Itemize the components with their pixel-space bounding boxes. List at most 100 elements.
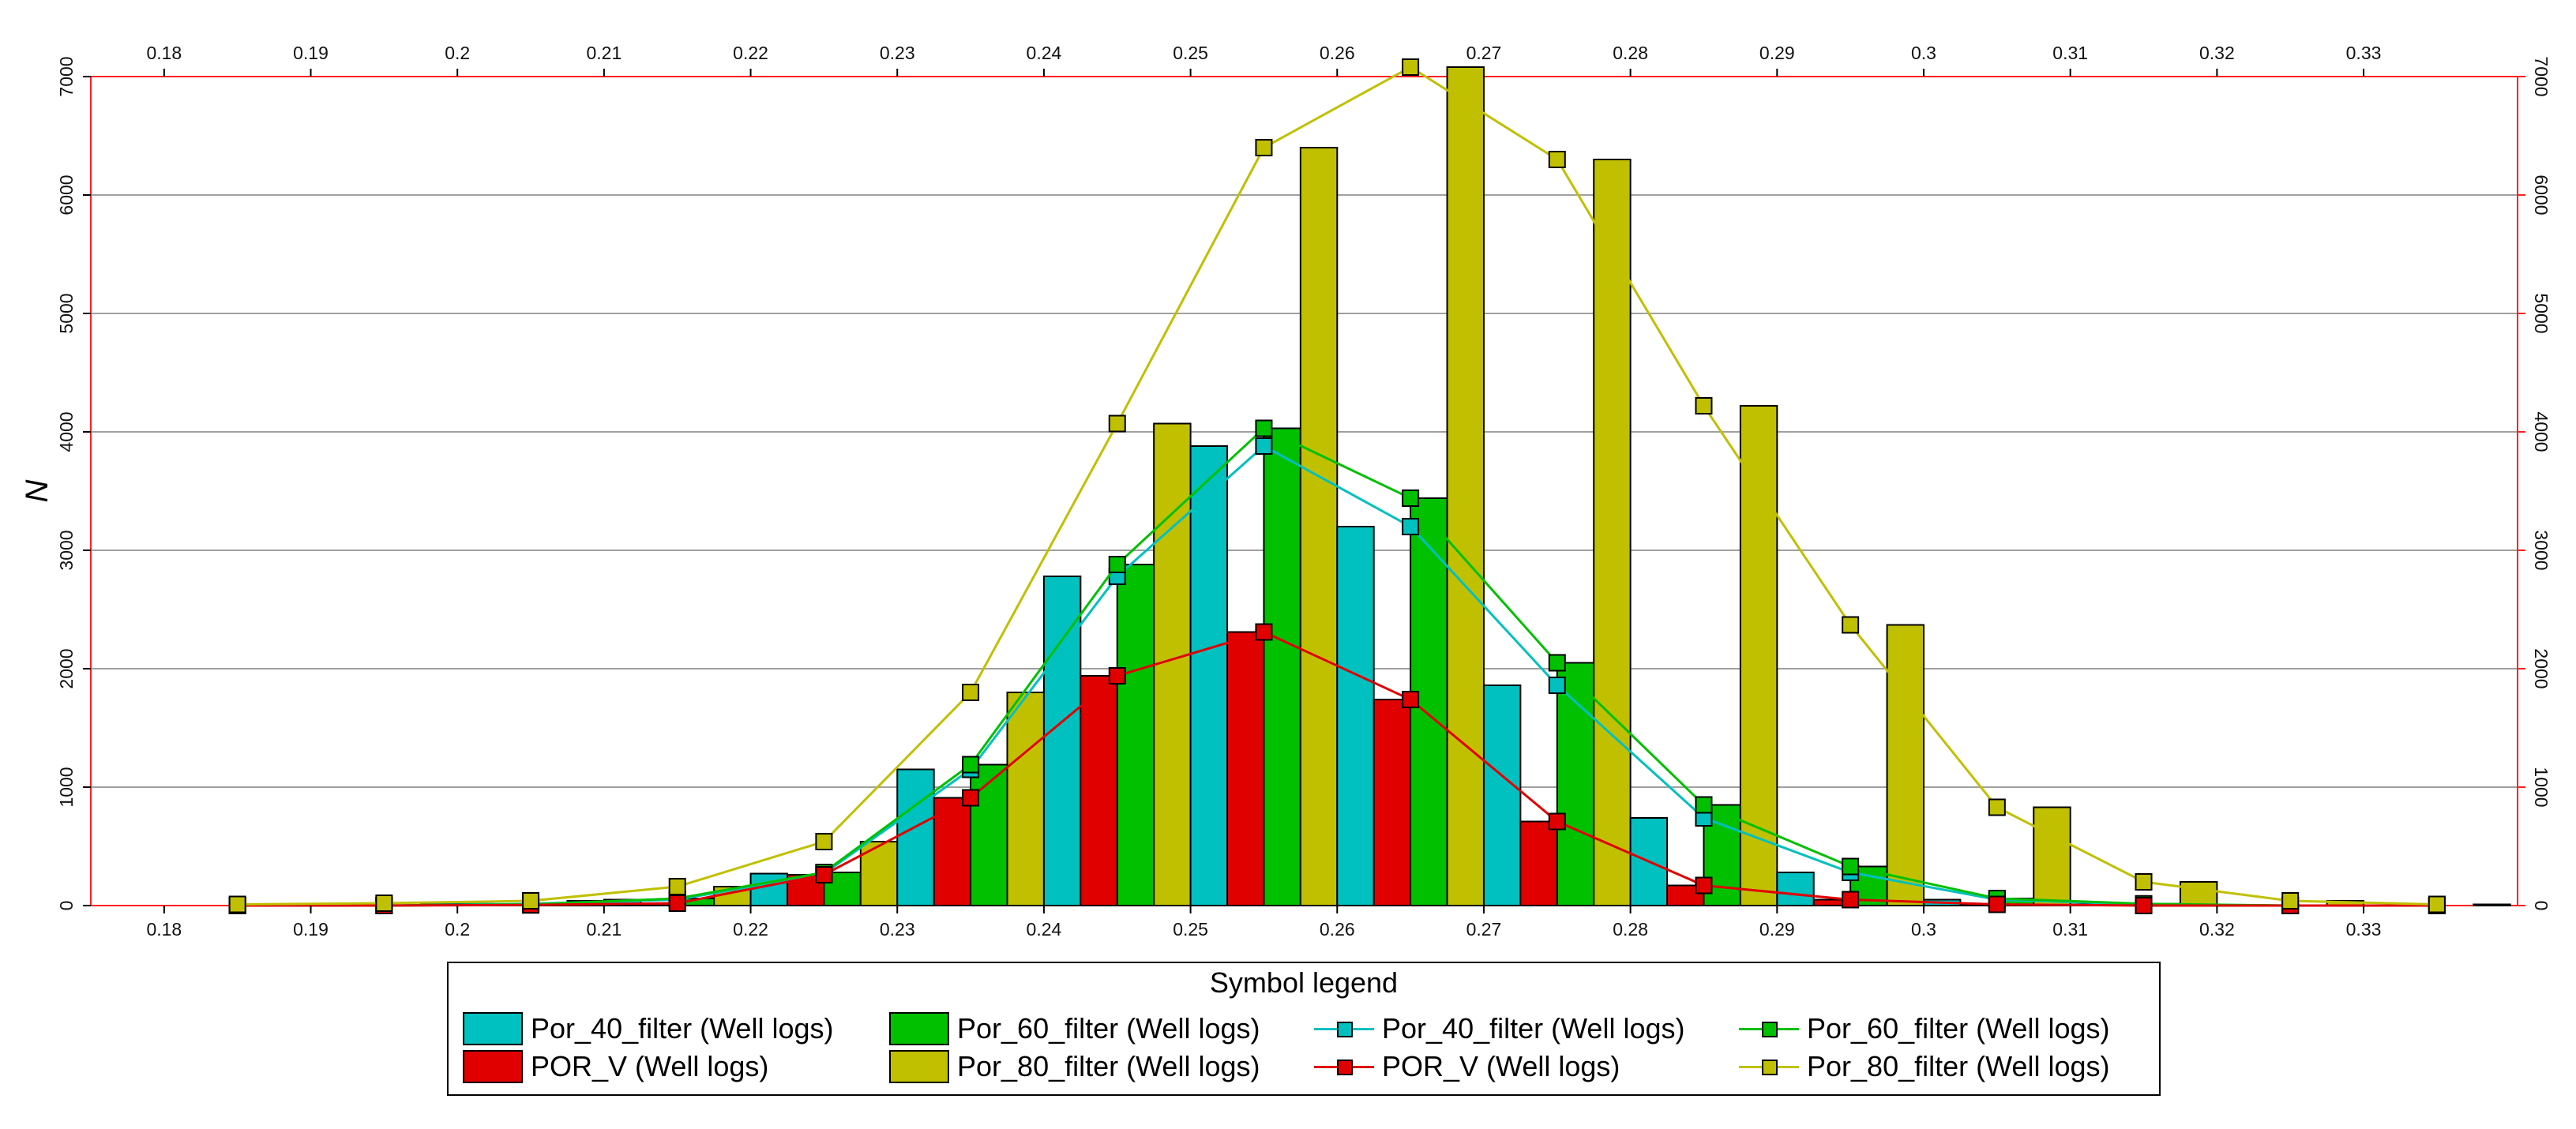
y-tick-label: 3000 [56,530,77,570]
y-tick-label-right: 3000 [2531,530,2552,570]
bar [1189,445,1229,906]
x-tick-label: 0.18 [146,919,182,940]
y-tick-label: 1000 [56,767,77,807]
legend-label: Por_40_filter (Well logs) [1382,1012,1685,1045]
point-marker [1548,677,1566,694]
bar [1593,159,1632,906]
x-tick-label-top: 0.26 [1320,43,1355,63]
point-marker [1108,667,1126,685]
point-marker [2135,897,2153,914]
series-line [237,66,2437,906]
x-tick-label: 0.32 [2199,919,2235,940]
bar [1336,526,1375,906]
symbol-legend: Symbol legend Por_40_filter (Well logs) … [447,962,2161,1096]
x-tick-label: 0.26 [1320,919,1355,940]
x-tick-label-top: 0.29 [1759,43,1795,63]
bar [2033,806,2071,906]
x-tick-label: 0.24 [1027,919,1062,940]
x-tick-label: 0.21 [586,919,621,940]
point-marker [1842,857,1860,876]
point-marker [1108,414,1126,433]
point-marker [1842,891,1860,909]
x-tick-label: 0.33 [2346,919,2382,940]
point-marker [668,895,686,912]
point-marker [1402,691,1420,708]
y-tick-label: 5000 [56,293,77,333]
legend-entry-porv-bar: POR_V (Well logs) [463,1048,768,1085]
x-tick-label: 0.25 [1173,919,1208,940]
point-marker [2135,873,2153,891]
bar [1042,576,1082,906]
point-marker [522,892,540,910]
bar [1886,624,1924,906]
legend-label: Por_80_filter (Well logs) [957,1050,1260,1082]
bar [1153,422,1192,906]
x-tick-label-top: 0.32 [2199,43,2235,63]
point-marker [375,895,393,912]
point-marker [815,866,833,883]
point-marker [2428,895,2446,913]
point-marker [1988,895,2006,913]
legend-entry-por40-bar: Por_40_filter (Well logs) [463,1011,833,1047]
bar [1006,692,1045,906]
por40-bar-swatch [463,1012,523,1045]
point-marker [228,895,246,913]
y-tick-label-right: 5000 [2531,293,2552,333]
bar [859,841,899,906]
x-tick-label-top: 0.21 [586,43,621,63]
legend-title: Symbol legend [1209,966,1399,999]
por40-line-swatch [1314,1012,1374,1045]
bar [1519,820,1558,906]
x-tick-label-top: 0.22 [733,43,768,63]
point-marker [1402,58,1420,76]
legend-entry-por40-line: Por_40_filter (Well logs) [1314,1011,1684,1047]
x-tick-label: 0.28 [1613,919,1648,940]
point-marker [1988,798,2006,816]
x-tick-label-top: 0.27 [1466,43,1502,63]
point-marker [1402,489,1420,507]
legend-entry-por80-line: Por_80_filter (Well logs) [1739,1048,2109,1085]
y-tick-label: 0 [56,901,77,911]
legend-label: Por_60_filter (Well logs) [957,1012,1260,1045]
legend-entry-porv-line: POR_V (Well logs) [1314,1048,1620,1085]
point-marker [962,789,980,807]
bar [1446,66,1485,906]
x-tick-label-top: 0.31 [2052,43,2088,63]
legend-label: Por_80_filter (Well logs) [1807,1050,2110,1082]
legend-entry-por80-bar: Por_80_filter (Well logs) [889,1048,1260,1085]
point-marker [962,684,980,701]
x-tick-label: 0.19 [293,919,329,940]
bar [933,797,972,906]
series-line [237,630,2437,907]
point-marker [1842,616,1860,634]
bar [1666,884,1705,906]
bar [896,768,935,906]
legend-label: POR_V (Well logs) [1382,1050,1620,1082]
y-tick-label: 4000 [56,411,77,452]
legend-label: Por_60_filter (Well logs) [1807,1012,2110,1045]
bar [970,763,1008,906]
x-tick-label-top: 0.18 [146,43,182,63]
point-marker [1695,397,1713,414]
point-marker [1255,437,1273,455]
point-marker [815,833,833,850]
bar [749,872,788,906]
legend-label: POR_V (Well logs) [531,1050,769,1082]
y-tick-label: 2000 [56,648,77,688]
x-tick-label-top: 0.28 [1613,43,1648,63]
bar [1226,631,1265,906]
y-tick-label-right: 6000 [2531,174,2552,215]
point-marker [1695,796,1713,814]
y-tick-label-right: 7000 [2531,56,2552,96]
x-tick-label: 0.3 [1911,919,1936,940]
point-marker [1255,623,1273,641]
y-tick-label-right: 0 [2531,901,2552,911]
bar [2473,903,2511,906]
legend-entry-por60-line: Por_60_filter (Well logs) [1739,1011,2109,1047]
bar [1482,685,1522,906]
y-tick-label-right: 2000 [2531,648,2552,688]
bar [1372,699,1412,906]
por60-line-swatch [1739,1012,1799,1045]
x-tick-label-top: 0.3 [1911,43,1936,63]
bar [1263,427,1301,906]
